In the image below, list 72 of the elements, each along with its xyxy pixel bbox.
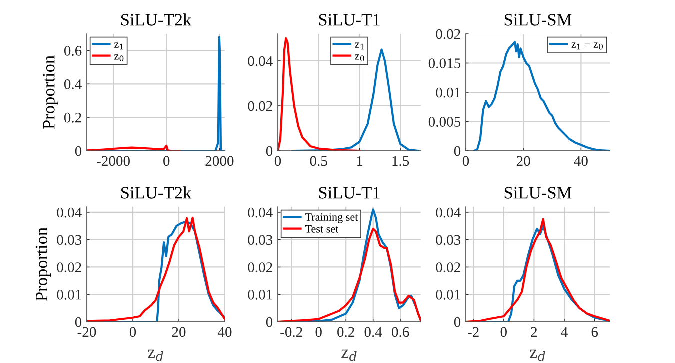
y-tick-label: 0.4 bbox=[64, 80, 82, 90]
y-tick-label: 0.01 bbox=[436, 88, 460, 98]
chart-title: SiLU-SM bbox=[504, 14, 572, 26]
legend-label: z$_{1}$ − z$_{0}$ bbox=[572, 42, 603, 50]
y-tick-label: 0.6 bbox=[64, 46, 82, 56]
y-tick-label: 0.03 bbox=[248, 235, 273, 246]
y-tick-label: 0.02 bbox=[248, 101, 272, 112]
legend-label: z$_{1}$ bbox=[114, 42, 124, 50]
y-tick-label: 0.005 bbox=[428, 117, 461, 128]
x-tick-label: 1.5 bbox=[392, 156, 410, 166]
x-tick-label: 0 bbox=[164, 156, 170, 166]
y-tick-label: 0 bbox=[266, 146, 273, 156]
line-series bbox=[278, 37, 361, 151]
x-tick-label: -0.2 bbox=[280, 327, 302, 338]
y-axis-title: Proportion bbox=[36, 228, 52, 302]
legend-label: Test set bbox=[305, 225, 339, 233]
x-tick-label: 4 bbox=[561, 327, 568, 337]
x-tick-label: 0 bbox=[274, 156, 282, 166]
x-tick-label: 0.5 bbox=[310, 156, 328, 166]
y-tick-label: 0.01 bbox=[436, 290, 460, 300]
legend-label: z$_{1}$ bbox=[355, 42, 364, 50]
x-tick-label: 0 bbox=[316, 327, 322, 338]
x-axis-title: z$_{d}$ bbox=[530, 350, 546, 362]
line-series bbox=[474, 41, 610, 151]
x-tick-label: 2000 bbox=[206, 156, 234, 166]
x-axis-title: z$_{d}$ bbox=[342, 350, 357, 362]
x-tick-label: 0 bbox=[130, 327, 136, 338]
x-tick-label: 20 bbox=[172, 327, 186, 338]
y-tick-label: 0 bbox=[454, 317, 461, 328]
chart-title: SiLU-T2k bbox=[121, 14, 192, 26]
y-axis-title: Proportion bbox=[43, 56, 58, 130]
x-tick-label: 6 bbox=[592, 327, 598, 338]
y-tick-label: 0.2 bbox=[64, 112, 82, 123]
y-tick-label: 0.04 bbox=[248, 56, 273, 66]
y-tick-label: 0.01 bbox=[57, 290, 82, 300]
y-tick-label: 0.02 bbox=[436, 29, 460, 40]
line-series bbox=[292, 48, 420, 151]
x-tick-label: 40 bbox=[574, 156, 588, 166]
legend-label: Training set bbox=[305, 214, 358, 224]
legend-label: z$_{0}$ bbox=[114, 54, 124, 62]
x-axis-title: z$_{d}$ bbox=[148, 350, 164, 362]
x-tick-label: 40 bbox=[218, 327, 232, 338]
x-tick-label: 0.6 bbox=[392, 327, 410, 338]
y-tick-label: 0 bbox=[266, 317, 273, 328]
y-tick-label: 0.04 bbox=[248, 208, 273, 218]
y-tick-label: 0 bbox=[454, 146, 461, 156]
legend-label: z$_{0}$ bbox=[355, 54, 364, 62]
x-tick-label: 0 bbox=[500, 327, 507, 338]
y-tick-label: 0.04 bbox=[436, 208, 461, 218]
chart-title: SiLU-SM bbox=[504, 187, 572, 199]
y-tick-label: 0.02 bbox=[248, 262, 272, 273]
chart-title: SiLU-T2k bbox=[121, 186, 192, 199]
y-tick-label: 0.02 bbox=[57, 262, 82, 273]
chart-title: SiLU-T1 bbox=[319, 187, 380, 199]
x-tick-label: 0.4 bbox=[364, 327, 382, 338]
y-tick-label: 0.03 bbox=[57, 235, 82, 246]
y-tick-label: 0.03 bbox=[436, 235, 461, 246]
x-tick-label: -20 bbox=[78, 327, 96, 338]
y-tick-label: 0.01 bbox=[248, 290, 272, 300]
y-tick-label: 0 bbox=[75, 146, 82, 156]
y-tick-label: 0.02 bbox=[436, 262, 460, 273]
x-tick-label: 20 bbox=[516, 156, 530, 166]
x-tick-label: 0 bbox=[462, 156, 470, 166]
x-tick-label: -2000 bbox=[97, 156, 130, 166]
x-tick-label: 0.2 bbox=[338, 327, 354, 338]
x-tick-label: 2 bbox=[531, 327, 538, 337]
x-tick-label: 1 bbox=[357, 156, 362, 166]
x-tick-label: -2 bbox=[468, 327, 479, 337]
y-tick-label: 0.015 bbox=[428, 58, 461, 69]
y-tick-label: 0.04 bbox=[57, 208, 82, 218]
chart-title: SiLU-T1 bbox=[319, 14, 380, 26]
y-tick-label: 0 bbox=[75, 317, 82, 328]
